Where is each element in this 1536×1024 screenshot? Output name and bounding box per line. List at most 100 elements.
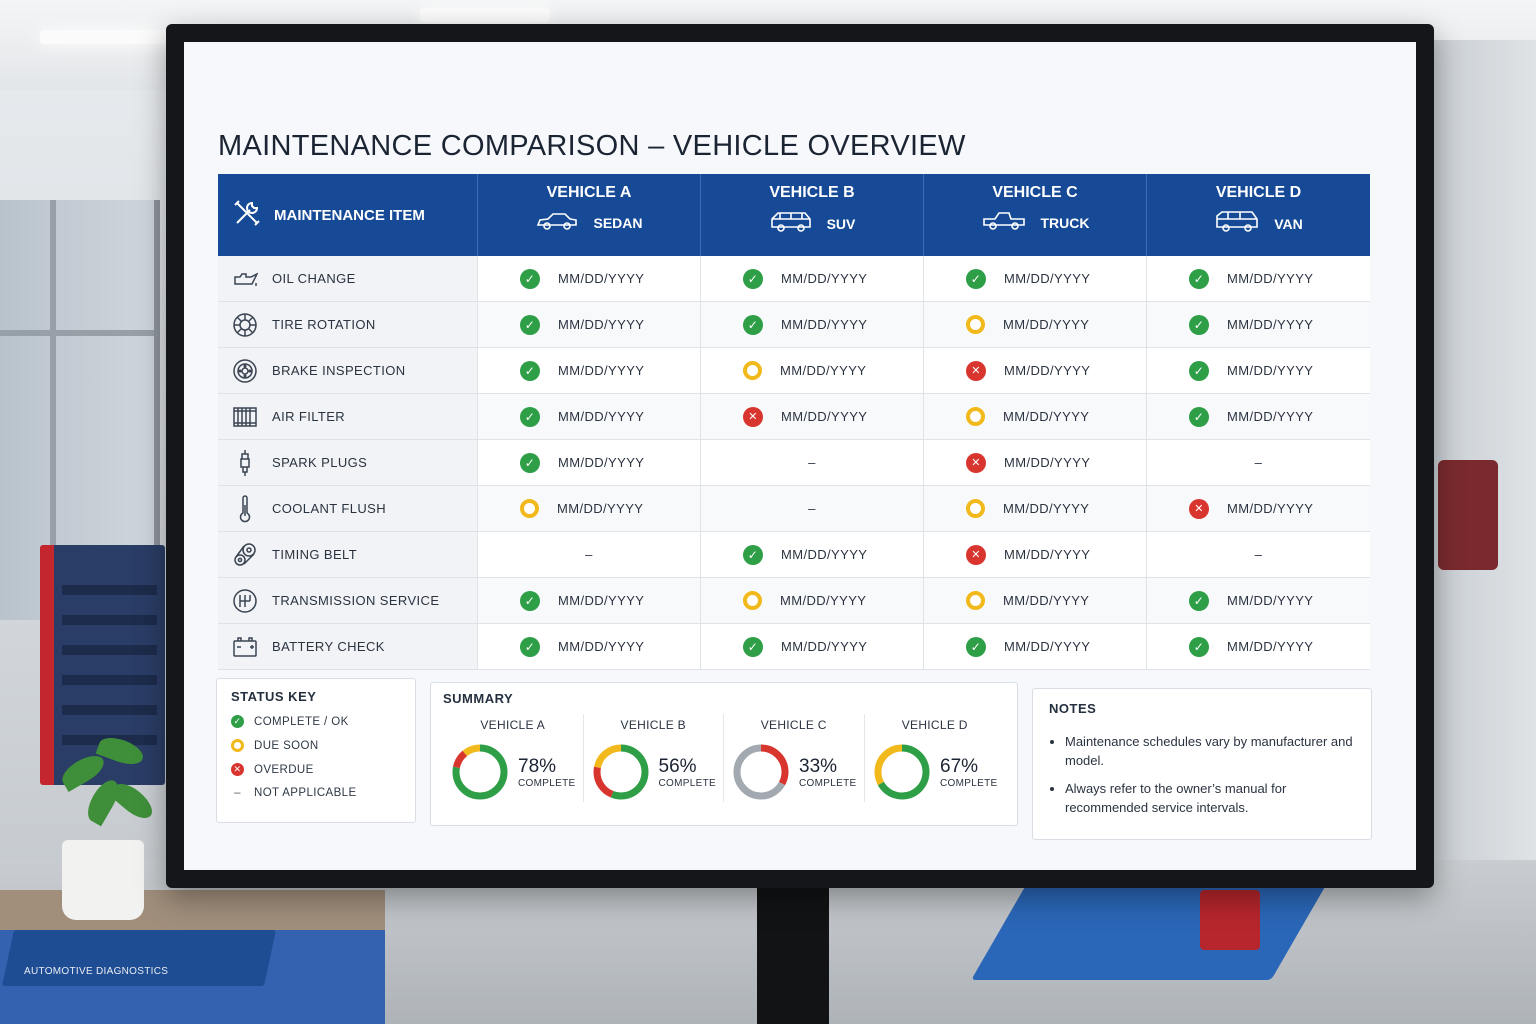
summary-vehicle-d: VEHICLE D 67% COMPLETE bbox=[865, 714, 1006, 802]
service-date: MM/DD/YYYY bbox=[781, 639, 868, 654]
background-vehicle bbox=[1438, 460, 1498, 570]
status-cell[interactable]: ✓ MM/DD/YYYY bbox=[478, 302, 701, 347]
vehicle-type: SUV bbox=[826, 215, 856, 232]
status-cell[interactable]: – bbox=[1147, 532, 1370, 577]
status-cell[interactable]: ✓ MM/DD/YYYY bbox=[1147, 348, 1370, 393]
maintenance-item-cell: TRANSMISSION SERVICE bbox=[218, 578, 478, 623]
due-soon-icon bbox=[743, 361, 762, 380]
status-cell[interactable]: ✕ MM/DD/YYYY bbox=[924, 348, 1147, 393]
status-cell[interactable]: – bbox=[1147, 440, 1370, 485]
status-cell[interactable]: MM/DD/YYYY bbox=[478, 486, 701, 531]
table-row[interactable]: COOLANT FLUSH MM/DD/YYYY – MM/DD/YYYY ✕ MM/DD… bbox=[218, 486, 1370, 532]
table-header: MAINTENANCE ITEM VEHICLE A SEDAN VEHICLE B… bbox=[218, 174, 1370, 256]
status-cell[interactable]: ✓ MM/DD/YYYY bbox=[478, 256, 701, 301]
service-date: MM/DD/YYYY bbox=[781, 409, 868, 424]
sedan-icon bbox=[535, 210, 579, 235]
status-cell[interactable]: ✓ MM/DD/YYYY bbox=[701, 532, 924, 577]
donut-segment bbox=[874, 744, 930, 800]
maintenance-item-cell: SPARK PLUGS bbox=[218, 440, 478, 485]
table-row[interactable]: TRANSMISSION SERVICE ✓ MM/DD/YYYY MM/DD/YYY… bbox=[218, 578, 1370, 624]
status-cell[interactable]: ✕ MM/DD/YYYY bbox=[701, 394, 924, 439]
status-cell[interactable]: MM/DD/YYYY bbox=[924, 578, 1147, 623]
table-body: OIL CHANGE ✓ MM/DD/YYYY ✓ MM/DD/YYYY ✓ MM/DD/Y… bbox=[218, 256, 1370, 670]
header-vehicle-c[interactable]: VEHICLE C TRUCK bbox=[924, 174, 1147, 256]
check-icon: ✓ bbox=[520, 268, 540, 289]
note-item: Maintenance schedules vary by manufactur… bbox=[1065, 732, 1355, 770]
status-cell[interactable]: ✓ MM/DD/YYYY bbox=[924, 624, 1147, 669]
table-row[interactable]: SPARK PLUGS ✓ MM/DD/YYYY – ✕ MM/DD/YYYY – bbox=[218, 440, 1370, 486]
vehicle-name: VEHICLE B bbox=[769, 184, 855, 201]
status-cell[interactable]: MM/DD/YYYY bbox=[701, 578, 924, 623]
status-cell[interactable]: ✓ MM/DD/YYYY bbox=[1147, 256, 1370, 301]
truck-icon bbox=[981, 210, 1027, 235]
check-icon: ✓ bbox=[520, 636, 540, 657]
status-cell[interactable]: MM/DD/YYYY bbox=[701, 348, 924, 393]
spark-plug-icon bbox=[232, 449, 258, 476]
summary-vehicle-c: VEHICLE C 33% COMPLETE bbox=[724, 714, 865, 802]
check-icon: ✓ bbox=[1189, 268, 1209, 289]
book bbox=[2, 930, 276, 986]
header-vehicle-a[interactable]: VEHICLE A SEDAN bbox=[478, 174, 701, 256]
status-cell[interactable]: ✓ MM/DD/YYYY bbox=[1147, 302, 1370, 347]
status-cell[interactable]: MM/DD/YYYY bbox=[924, 394, 1147, 439]
page-title: MAINTENANCE COMPARISON – VEHICLE OVERVIE… bbox=[218, 130, 966, 162]
notes-title: NOTES bbox=[1049, 701, 1097, 716]
status-cell[interactable]: – bbox=[701, 486, 924, 531]
status-cell[interactable]: ✓ MM/DD/YYYY bbox=[478, 624, 701, 669]
status-cell[interactable]: MM/DD/YYYY bbox=[924, 486, 1147, 531]
status-cell[interactable]: ✓ MM/DD/YYYY bbox=[1147, 394, 1370, 439]
due-soon-icon bbox=[966, 499, 985, 518]
check-icon: ✓ bbox=[743, 268, 763, 289]
completion-label: COMPLETE bbox=[799, 777, 857, 789]
status-cell[interactable]: MM/DD/YYYY bbox=[924, 302, 1147, 347]
table-row[interactable]: AIR FILTER ✓ MM/DD/YYYY ✕ MM/DD/YYYY MM/DD/YY… bbox=[218, 394, 1370, 440]
status-cell[interactable]: – bbox=[478, 532, 701, 577]
table-row[interactable]: TIRE ROTATION ✓ MM/DD/YYYY ✓ MM/DD/YYYY MM/DD… bbox=[218, 302, 1370, 348]
service-date: MM/DD/YYYY bbox=[780, 593, 867, 608]
summary-title: SUMMARY bbox=[443, 691, 514, 706]
status-cell[interactable]: ✕ MM/DD/YYYY bbox=[924, 532, 1147, 577]
overdue-icon: ✕ bbox=[966, 452, 986, 473]
table-row[interactable]: BATTERY CHECK ✓ MM/DD/YYYY ✓ MM/DD/YYYY ✓ MM/D… bbox=[218, 624, 1370, 670]
dashboard-screen: MAINTENANCE COMPARISON – VEHICLE OVERVIE… bbox=[184, 42, 1416, 870]
check-icon: ✓ bbox=[966, 636, 986, 657]
table-row[interactable]: BRAKE INSPECTION ✓ MM/DD/YYYY MM/DD/YYYY ✕ MM… bbox=[218, 348, 1370, 394]
table-row[interactable]: OIL CHANGE ✓ MM/DD/YYYY ✓ MM/DD/YYYY ✓ MM/DD/Y… bbox=[218, 256, 1370, 302]
service-date: MM/DD/YYYY bbox=[558, 317, 645, 332]
completion-donut bbox=[874, 744, 930, 800]
completion-percent: 33% bbox=[799, 755, 838, 777]
check-icon: ✓ bbox=[1189, 314, 1209, 335]
ceiling-light bbox=[420, 8, 550, 22]
status-cell[interactable]: ✓ MM/DD/YYYY bbox=[701, 256, 924, 301]
status-cell[interactable]: ✓ MM/DD/YYYY bbox=[478, 348, 701, 393]
check-icon: ✓ bbox=[966, 268, 986, 289]
status-cell[interactable]: ✓ MM/DD/YYYY bbox=[701, 624, 924, 669]
overdue-icon: ✕ bbox=[966, 544, 986, 565]
status-key-label: COMPLETE / OK bbox=[254, 715, 349, 728]
service-date: MM/DD/YYYY bbox=[1003, 409, 1090, 424]
status-cell[interactable]: ✓ MM/DD/YYYY bbox=[1147, 624, 1370, 669]
completion-percent: 78% bbox=[518, 755, 557, 777]
status-cell[interactable]: – bbox=[701, 440, 924, 485]
completion-percent: 67% bbox=[940, 755, 979, 777]
status-key-item: DUE SOON bbox=[231, 739, 401, 752]
table-row[interactable]: TIMING BELT – ✓ MM/DD/YYYY ✕ MM/DD/YYYY – bbox=[218, 532, 1370, 578]
summary-vehicle-b: VEHICLE B 56% COMPLETE bbox=[584, 714, 724, 802]
status-cell[interactable]: ✕ MM/DD/YYYY bbox=[924, 440, 1147, 485]
status-cell[interactable]: ✓ MM/DD/YYYY bbox=[478, 440, 701, 485]
maintenance-item-label: TIMING BELT bbox=[272, 547, 358, 562]
status-cell[interactable]: ✓ MM/DD/YYYY bbox=[1147, 578, 1370, 623]
status-cell[interactable]: ✓ MM/DD/YYYY bbox=[478, 394, 701, 439]
status-cell[interactable]: ✓ MM/DD/YYYY bbox=[478, 578, 701, 623]
status-key-item: – NOT APPLICABLE bbox=[231, 787, 401, 799]
note-item: Always refer to the owner’s manual for r… bbox=[1065, 779, 1355, 817]
header-vehicle-d[interactable]: VEHICLE D VAN bbox=[1147, 174, 1370, 256]
book-label: AUTOMOTIVE DIAGNOSTICS bbox=[24, 966, 169, 977]
status-cell[interactable]: ✕ MM/DD/YYYY bbox=[1147, 486, 1370, 531]
status-cell[interactable]: ✓ MM/DD/YYYY bbox=[924, 256, 1147, 301]
check-icon: ✓ bbox=[520, 452, 540, 473]
status-cell[interactable]: ✓ MM/DD/YYYY bbox=[701, 302, 924, 347]
header-vehicle-b[interactable]: VEHICLE B SUV bbox=[701, 174, 924, 256]
header-maintenance-item[interactable]: MAINTENANCE ITEM bbox=[218, 174, 478, 256]
overdue-icon: ✕ bbox=[231, 763, 244, 776]
